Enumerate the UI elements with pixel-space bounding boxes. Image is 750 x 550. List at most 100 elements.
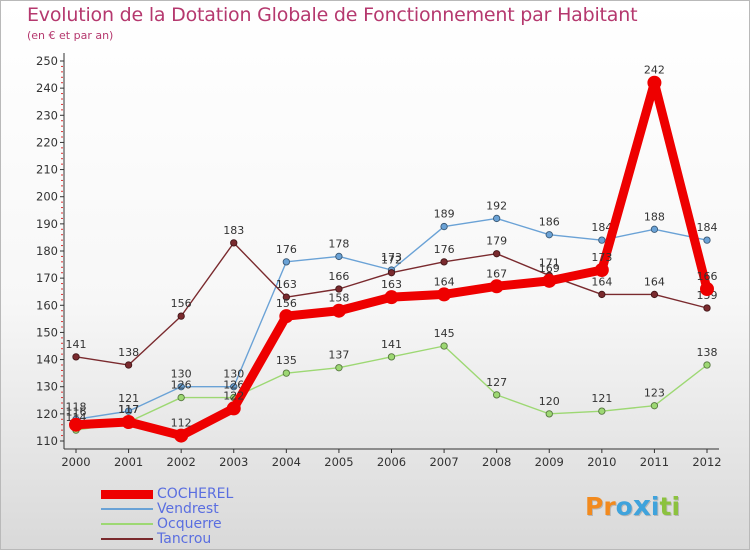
data-label-vendrest: 178 [328,237,349,250]
logo-letter: o [615,492,633,521]
data-label-ocquerre: 123 [644,387,665,400]
data-label-cocherel: 163 [381,278,402,291]
logo-letter: i [650,492,660,521]
y-tick-label: 120 [36,407,58,421]
data-point-cocherel [437,287,452,302]
x-tick-label: 2004 [272,455,301,469]
data-label-ocquerre: 120 [539,395,560,408]
data-point-tancrou [282,293,290,301]
data-label-tancrou: 166 [328,270,349,283]
data-label-vendrest: 186 [539,216,560,229]
data-label-ocquerre: 137 [328,349,349,362]
data-point-vendrest [598,236,606,244]
y-tick-label: 140 [36,353,58,367]
data-label-tancrou: 172 [381,254,402,267]
data-point-cocherel [700,282,714,296]
x-tick-label: 2011 [640,455,669,469]
data-point-cocherel [279,309,294,324]
logo-letter: P [585,492,604,521]
data-point-tancrou [387,269,396,277]
data-point-ocquerre [650,402,659,410]
data-point-cocherel [647,75,662,90]
y-tick-label: 200 [36,190,58,204]
y-tick-label: 240 [36,81,58,95]
data-point-cocherel [489,279,504,294]
data-label-tancrou: 183 [223,224,244,237]
data-point-cocherel [542,273,557,288]
data-label-ocquerre: 121 [591,392,612,405]
data-label-ocquerre: 127 [486,376,507,389]
data-label-tancrou: 138 [118,346,139,359]
y-tick-label: 180 [36,244,58,258]
x-tick-label: 2002 [167,455,196,469]
data-label-tancrou: 141 [66,338,87,351]
data-point-tancrou [72,353,80,361]
data-point-tancrou [177,312,185,320]
data-label-tancrou: 179 [486,235,507,248]
data-point-vendrest [335,252,343,261]
legend-swatch [101,523,153,525]
data-point-ocquerre [598,407,606,415]
logo-letter: i [671,492,681,521]
x-tick-label: 2001 [114,455,143,469]
proxiti-logo: Proxiti [585,489,680,522]
data-point-ocquerre [493,391,501,399]
y-tick-label: 170 [36,271,58,285]
data-label-ocquerre: 126 [223,379,244,392]
data-point-tancrou [703,304,711,312]
data-label-cocherel: 112 [171,417,192,430]
data-point-cocherel [331,303,346,318]
data-point-tancrou [440,258,448,266]
x-tick-label: 2012 [692,455,721,469]
data-point-vendrest [440,222,448,231]
legend-label: Ocquerre [157,516,222,532]
legend-label: COCHEREL [157,486,234,502]
y-tick-label: 160 [36,298,58,312]
x-tick-label: 2003 [219,455,248,469]
data-label-tancrou: 163 [276,278,297,291]
data-point-vendrest [493,214,501,223]
data-point-tancrou [493,250,501,258]
data-point-vendrest [230,383,238,391]
data-label-vendrest: 121 [118,392,139,405]
data-label-tancrou: 164 [591,275,612,288]
data-label-vendrest: 118 [66,400,87,413]
y-tick-label: 190 [36,217,58,231]
data-point-ocquerre [177,393,185,402]
data-point-vendrest [124,407,133,415]
legend-swatch [101,489,153,499]
logo-letter: t [659,492,672,521]
data-point-vendrest [177,383,185,391]
x-tick-label: 2010 [587,455,616,469]
data-label-cocherel: 169 [539,262,560,275]
data-label-vendrest: 189 [434,208,455,221]
data-point-cocherel [226,401,241,416]
data-point-ocquerre [335,364,343,372]
data-label-cocherel: 166 [697,270,718,283]
data-point-ocquerre [440,342,448,350]
x-tick-label: 2006 [377,455,406,469]
y-tick-label: 150 [36,325,58,339]
data-point-vendrest [282,258,290,266]
data-point-cocherel [121,415,136,429]
data-label-vendrest: 188 [644,210,665,223]
x-tick-label: 2005 [324,455,353,469]
data-point-ocquerre [545,410,553,418]
data-point-cocherel [69,417,83,432]
x-tick-label: 2000 [61,455,90,469]
data-label-vendrest: 173 [381,251,402,264]
data-label-ocquerre: 117 [118,403,139,416]
data-point-cocherel [174,428,189,443]
data-point-tancrou [598,290,606,299]
data-label-vendrest: 192 [486,199,507,212]
data-label-cocherel: 164 [434,275,455,288]
data-point-cocherel [594,263,609,277]
legend-label: Vendrest [157,501,219,517]
data-point-vendrest [650,225,659,233]
data-label-tancrou: 176 [434,243,455,256]
data-label-vendrest: 130 [171,368,192,381]
data-label-cocherel: 117 [118,403,139,416]
data-label-ocquerre: 126 [171,379,192,392]
